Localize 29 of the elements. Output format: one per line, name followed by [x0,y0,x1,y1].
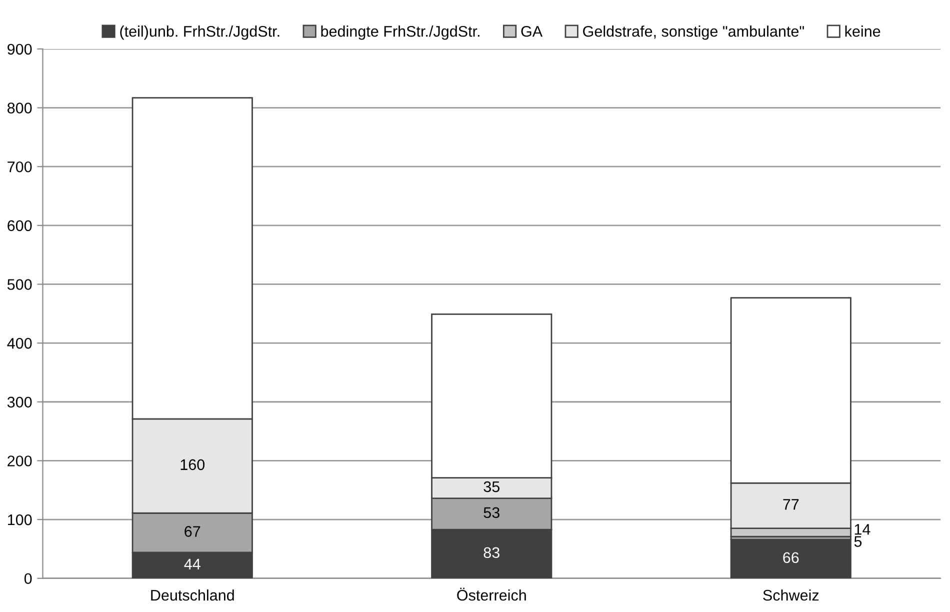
legend-label: (teil)unb. FrhStr./JgdStr. [120,26,280,40]
data-label: 35 [484,481,500,492]
y-tick-label: 0 [24,573,32,584]
x-tick-label: Schweiz [763,589,819,601]
data-label: 44 [184,558,200,570]
x-tick-label: Österreich [457,588,526,601]
data-label: 77 [783,499,799,510]
data-label: 160 [180,459,205,470]
legend-label: bedingte FrhStr./JgdStr. [321,26,480,40]
legend-label: keine [845,26,880,37]
data-label: 66 [783,552,799,564]
data-label: 83 [484,547,500,558]
legend-label: GA [521,26,543,37]
data-label: 67 [184,526,200,537]
data-label: 53 [484,507,500,518]
data-label: 5 [854,536,862,547]
y-tick-label: 500 [7,279,32,290]
data-label: 14 [854,524,870,535]
y-tick-label: 800 [8,102,32,114]
legend-label: Geldstrafe, sonstige "ambulante" [583,26,804,40]
y-tick-label: 300 [7,396,32,408]
y-tick-label: 200 [8,456,32,466]
y-tick-label: 600 [8,220,32,232]
bar [730,538,852,578]
y-tick-label: 900 [8,44,32,55]
y-tick-label: 700 [8,161,32,172]
x-tick-label: Deutschland [151,589,234,601]
y-tick-label: 400 [7,338,32,349]
y-tick-label: 100 [8,514,32,526]
